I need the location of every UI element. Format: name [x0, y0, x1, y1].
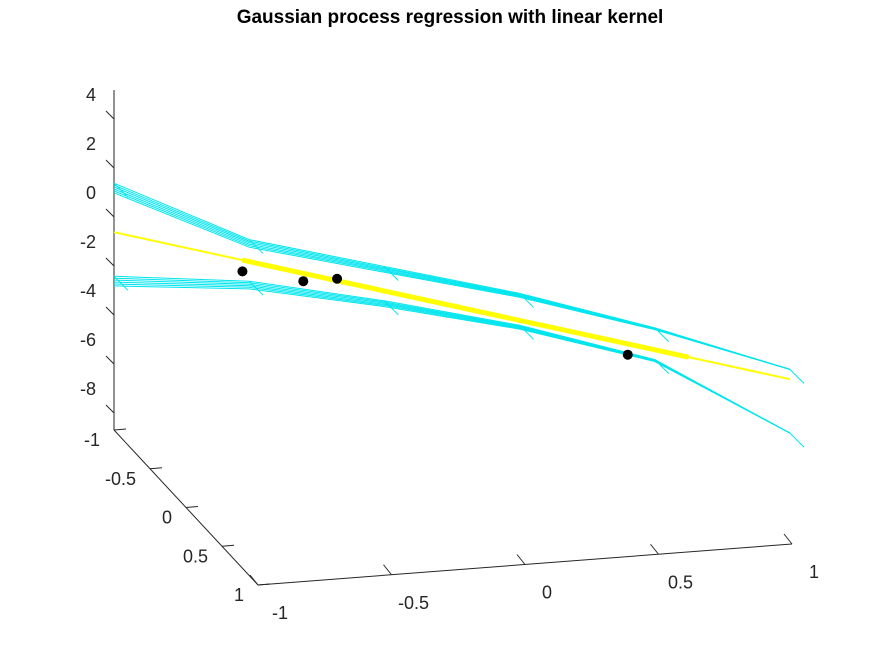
x-tick-mark [383, 564, 392, 576]
z-tick-label: -2 [80, 232, 96, 252]
z-tick-mark [105, 355, 115, 365]
y-tick-mark [149, 467, 163, 470]
z-tick-mark [105, 257, 115, 267]
z-tick-mark [105, 306, 115, 316]
z-tick-label: -8 [80, 379, 96, 399]
z-tick-mark [105, 208, 115, 218]
lower-band-mesh-cross [789, 432, 805, 448]
z-tick-label: -4 [80, 281, 96, 301]
z-tick-label: 2 [86, 134, 96, 154]
upper-band-mesh [113, 186, 791, 370]
z-tick-label: 0 [86, 183, 96, 203]
lower-band-mesh-cross [113, 275, 129, 291]
x-tick-mark [516, 554, 526, 565]
chart-title: Gaussian process regression with linear … [237, 7, 664, 28]
x-axis-ticks: -1 -0.5 0 0.5 1 [249, 533, 819, 623]
x-tick-label: 1 [809, 562, 819, 582]
lower-band-mesh-cross [384, 300, 399, 316]
upper-band-mesh [113, 184, 791, 370]
lower-band-mesh-cross [248, 280, 264, 296]
confidence-band-mesh [113, 182, 805, 448]
y-tick-label: 0.5 [183, 546, 208, 566]
y-tick-label: 1 [234, 585, 244, 605]
lower-band-mesh [113, 285, 791, 434]
lower-band-mesh-cross [519, 324, 534, 340]
y-tick-label: -0.5 [105, 469, 136, 489]
upper-band-mesh-cross [113, 182, 129, 198]
x-tick-label: 0.5 [668, 572, 693, 592]
y-tick-label: -1 [84, 430, 100, 450]
upper-band-mesh [113, 188, 791, 370]
lower-band-mesh-cross [654, 359, 670, 374]
training-point [237, 266, 248, 277]
x-tick-mark [650, 543, 659, 555]
training-point [332, 273, 343, 284]
y-tick-mark [257, 583, 271, 586]
y-axis-ticks: -1-0.5 0 0.5 1 [84, 428, 271, 605]
mean-line-thick [241, 257, 690, 360]
z-tick-mark [105, 404, 115, 414]
upper-band-mesh-cross [519, 293, 534, 308]
y-tick-label: 0 [162, 508, 172, 528]
x-tick-label: -0.5 [398, 593, 429, 613]
upper-band-mesh-cross [789, 369, 805, 384]
z-tick-label: 4 [86, 85, 96, 105]
y-tick-mark [185, 506, 199, 508]
upper-band-mesh [113, 182, 791, 370]
upper-band-mesh-cross [384, 266, 399, 281]
training-points [237, 266, 633, 360]
training-point [622, 349, 633, 360]
y-tick-mark [221, 544, 235, 547]
z-tick-mark [105, 159, 115, 169]
z-tick-label: -6 [80, 330, 96, 350]
upper-band-mesh [113, 192, 791, 370]
x-tick-mark [249, 574, 259, 586]
x-tick-label: -1 [272, 603, 288, 623]
y-tick-mark [113, 428, 127, 431]
x-tick-mark [783, 533, 793, 545]
training-point [298, 276, 309, 287]
x-tick-label: 0 [542, 583, 552, 603]
upper-band-mesh-cross [248, 239, 264, 254]
z-axis-ticks: 4 2 0 -2 -4 -6 -8 [80, 85, 115, 414]
z-tick-mark [105, 110, 115, 120]
upper-band-mesh-cross [654, 327, 670, 343]
mean-line-layer [113, 231, 791, 381]
